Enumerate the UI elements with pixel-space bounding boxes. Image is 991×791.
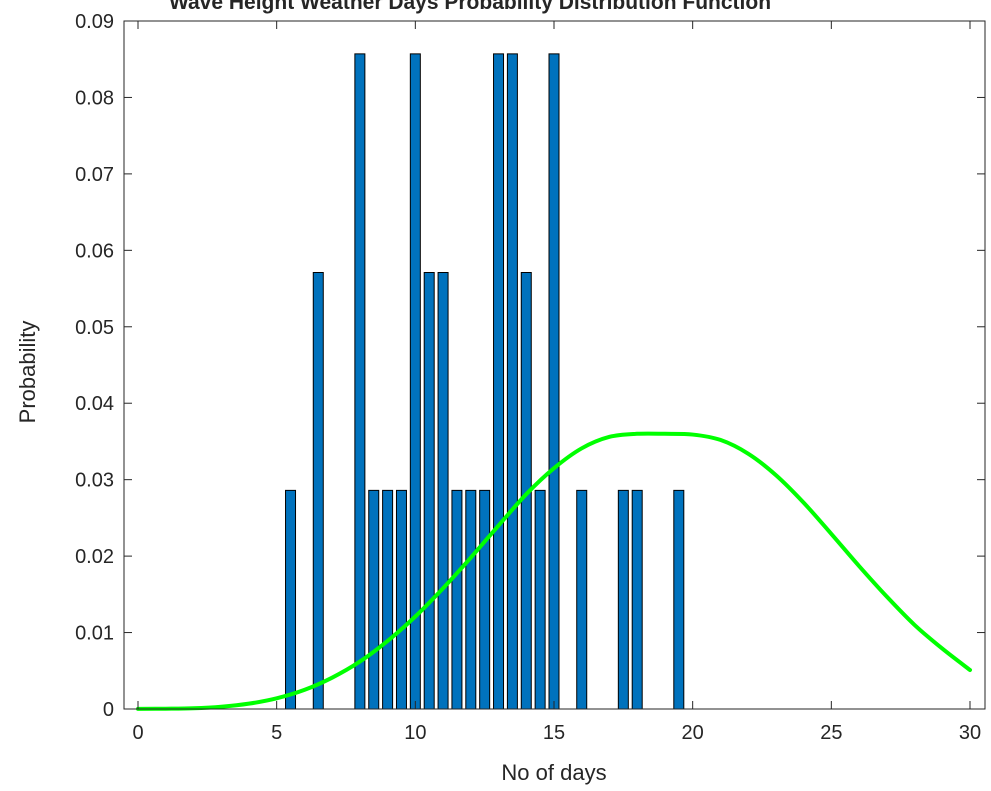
bar-4 xyxy=(382,489,394,710)
bar-0 xyxy=(285,489,297,710)
y-tick-label: 0.08 xyxy=(75,87,114,109)
bar-8 xyxy=(437,272,449,710)
bar-10 xyxy=(465,489,477,710)
y-tick-label: 0.02 xyxy=(75,546,114,568)
y-tick-label: 0.05 xyxy=(75,317,114,339)
bar-19 xyxy=(631,489,643,710)
x-axis-label: No of days xyxy=(501,760,606,785)
y-tick-label: 0.06 xyxy=(75,240,114,262)
bar-9 xyxy=(451,489,463,710)
y-tick-label: 0.01 xyxy=(75,623,114,645)
bar-2 xyxy=(354,53,366,710)
x-tick-label: 20 xyxy=(682,722,704,744)
y-tick-label: 0.07 xyxy=(75,164,114,186)
bar-18 xyxy=(617,489,629,710)
x-tick-label: 15 xyxy=(543,722,565,744)
x-axis-ticks: 0 5 10 15 20 25 30 xyxy=(132,21,981,744)
bar-5 xyxy=(395,489,407,710)
y-tick-label: 0.09 xyxy=(75,11,114,33)
bar-7 xyxy=(423,272,435,710)
bar-12 xyxy=(493,53,505,710)
bar-3 xyxy=(368,489,380,710)
bar-15 xyxy=(534,489,546,710)
bar-17 xyxy=(576,489,588,710)
x-tick-label: 0 xyxy=(132,722,143,744)
bar-1 xyxy=(312,272,324,710)
chart-title: Wave Height Weather Days Probability Dis… xyxy=(169,0,771,14)
bar-16 xyxy=(548,53,560,710)
x-tick-label: 30 xyxy=(959,722,981,744)
y-tick-label: 0.04 xyxy=(75,393,114,415)
y-tick-label: 0.03 xyxy=(75,470,114,492)
bar-20 xyxy=(673,489,685,710)
curve-layer xyxy=(136,431,972,711)
x-tick-label: 10 xyxy=(404,722,426,744)
bar-13 xyxy=(506,53,518,710)
y-axis-ticks: 0 0.01 0.02 0.03 0.04 0.05 0.06 0.07 0.08 0.09 xyxy=(75,11,985,721)
x-tick-label: 25 xyxy=(820,722,842,744)
y-axis-label: Probability xyxy=(15,321,40,424)
bar-11 xyxy=(479,489,491,710)
y-tick-label: 0 xyxy=(103,699,114,721)
x-tick-label: 5 xyxy=(271,722,282,744)
fit-curve xyxy=(136,431,972,711)
